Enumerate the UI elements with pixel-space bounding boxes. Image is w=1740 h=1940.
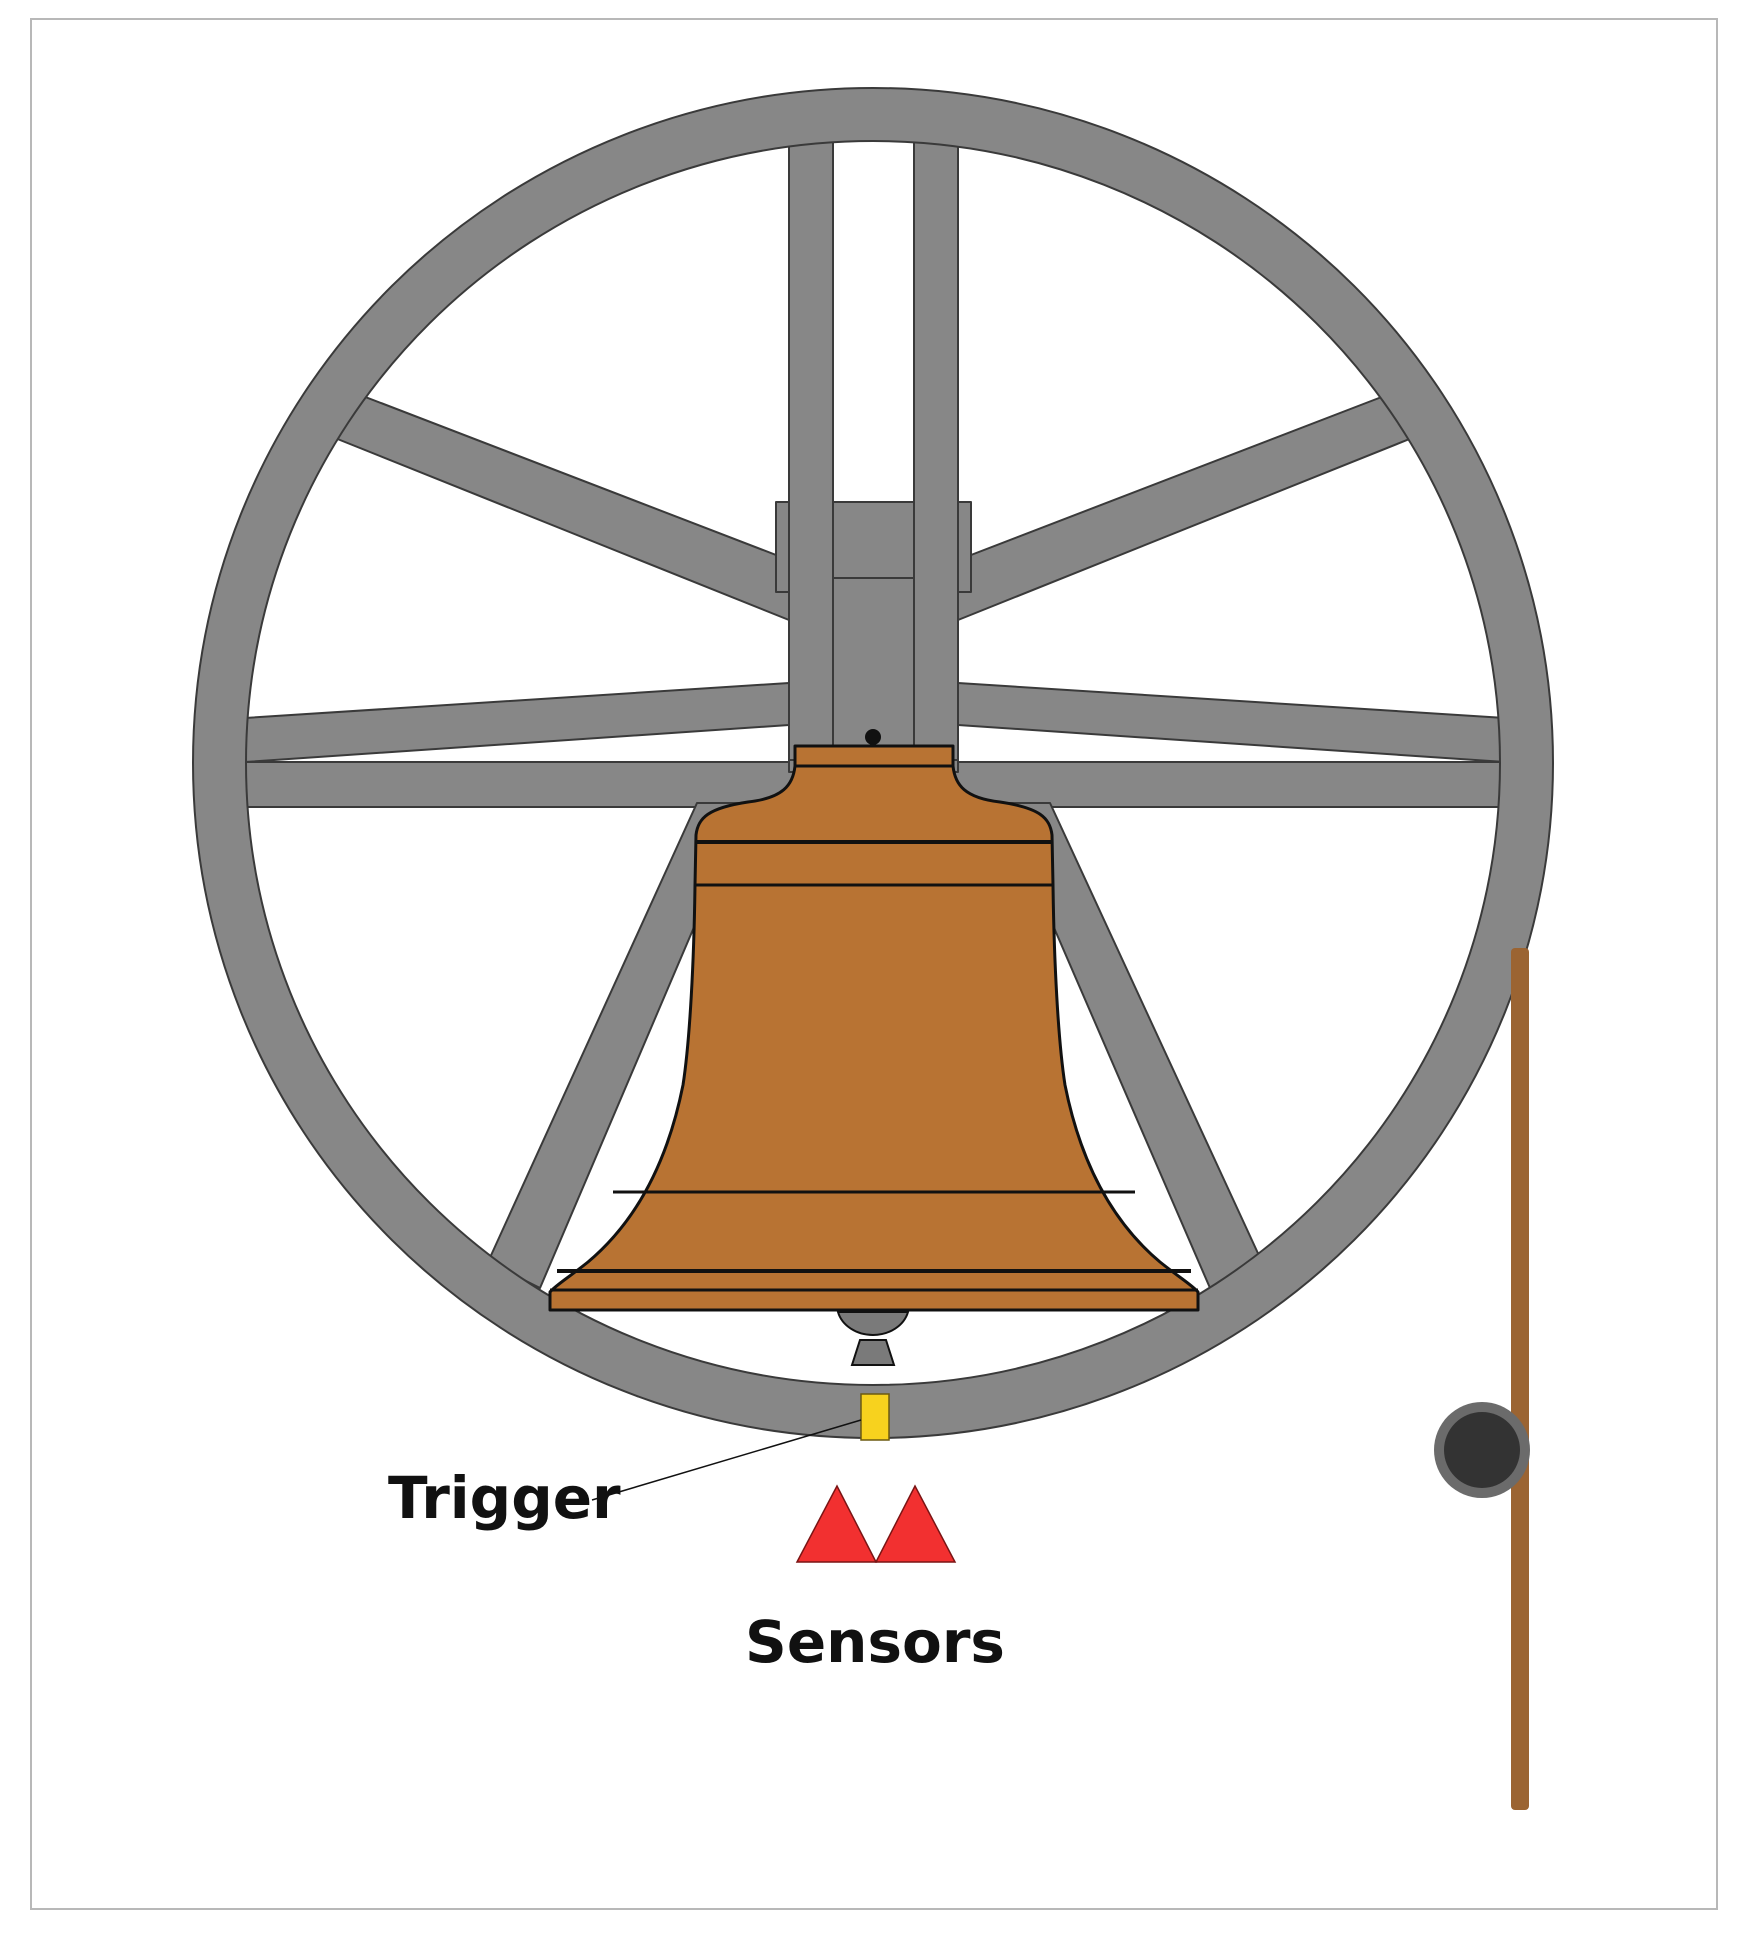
trigger-marker-icon [860, 1393, 890, 1441]
spoke-lower-left [487, 802, 748, 1289]
spoke-upper-right [957, 392, 1413, 621]
spoke-middle-left [244, 682, 790, 763]
bell-icon [548, 744, 1200, 1312]
trigger-label: Trigger [388, 1464, 621, 1532]
sensor-triangle-icon [795, 1484, 957, 1563]
pivot-dot [865, 729, 881, 745]
sensors-label: Sensors [745, 1608, 1005, 1676]
rope-icon [1511, 948, 1529, 1810]
sensor-left [795, 1484, 878, 1563]
spoke-vertical-left [788, 139, 834, 761]
clapper-icon [836, 1311, 910, 1366]
pulley-icon [1434, 1402, 1530, 1498]
spoke-upper-left [334, 392, 790, 621]
trigger-leader-line [591, 1419, 862, 1501]
sensor-right [874, 1484, 957, 1563]
bell-crown [793, 744, 955, 768]
diagram-frame [30, 18, 1718, 1910]
spoke-vertical-right [913, 139, 959, 761]
spoke-middle-right [957, 682, 1506, 763]
